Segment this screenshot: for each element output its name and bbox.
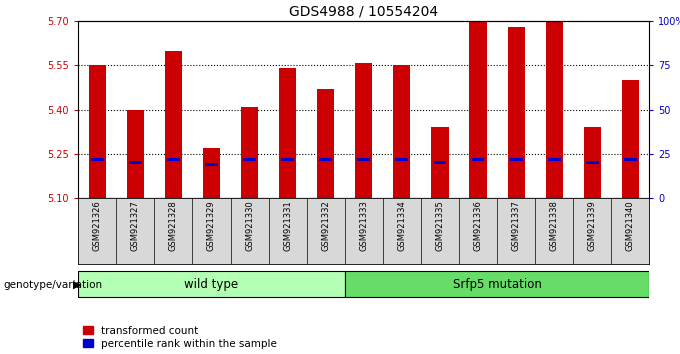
Text: GSM921327: GSM921327: [131, 200, 140, 251]
Bar: [624, 158, 636, 161]
Bar: [78, 272, 345, 297]
Bar: [126, 110, 144, 198]
Bar: [88, 65, 106, 198]
Bar: [282, 158, 294, 161]
Bar: [345, 272, 649, 297]
Text: GSM921328: GSM921328: [169, 200, 178, 251]
Title: GDS4988 / 10554204: GDS4988 / 10554204: [289, 5, 439, 19]
Text: Srfp5 mutation: Srfp5 mutation: [453, 278, 541, 291]
Bar: [129, 161, 141, 164]
Text: GSM921339: GSM921339: [588, 200, 597, 251]
Bar: [279, 68, 296, 198]
Text: GSM921330: GSM921330: [245, 200, 254, 251]
Text: GSM921336: GSM921336: [473, 200, 483, 251]
Bar: [243, 158, 256, 161]
Text: GSM921337: GSM921337: [511, 200, 521, 251]
Bar: [393, 65, 411, 198]
Bar: [434, 161, 446, 164]
Bar: [586, 161, 598, 164]
Text: genotype/variation: genotype/variation: [3, 280, 103, 290]
Bar: [510, 158, 522, 161]
Bar: [472, 158, 484, 161]
Text: GSM921329: GSM921329: [207, 200, 216, 251]
Bar: [469, 21, 487, 198]
Bar: [622, 80, 639, 198]
Text: GSM921326: GSM921326: [92, 200, 102, 251]
Text: wild type: wild type: [184, 278, 239, 291]
Text: GSM921332: GSM921332: [321, 200, 330, 251]
Text: GSM921334: GSM921334: [397, 200, 407, 251]
Bar: [317, 89, 335, 198]
Bar: [545, 21, 563, 198]
Text: GSM921340: GSM921340: [626, 200, 635, 251]
Text: GSM921338: GSM921338: [549, 200, 559, 251]
Bar: [205, 163, 218, 166]
Text: ▶: ▶: [73, 280, 82, 290]
Bar: [548, 158, 560, 161]
Bar: [355, 63, 373, 198]
Bar: [320, 158, 332, 161]
Bar: [241, 107, 258, 198]
Bar: [203, 148, 220, 198]
Text: GSM921333: GSM921333: [359, 200, 369, 251]
Bar: [167, 158, 180, 161]
Bar: [507, 27, 525, 198]
Bar: [583, 127, 601, 198]
Bar: [165, 51, 182, 198]
Bar: [396, 158, 408, 161]
Text: GSM921331: GSM921331: [283, 200, 292, 251]
Bar: [431, 127, 449, 198]
Text: GSM921335: GSM921335: [435, 200, 445, 251]
Bar: [358, 158, 370, 161]
Legend: transformed count, percentile rank within the sample: transformed count, percentile rank withi…: [84, 326, 277, 349]
Bar: [91, 158, 103, 161]
